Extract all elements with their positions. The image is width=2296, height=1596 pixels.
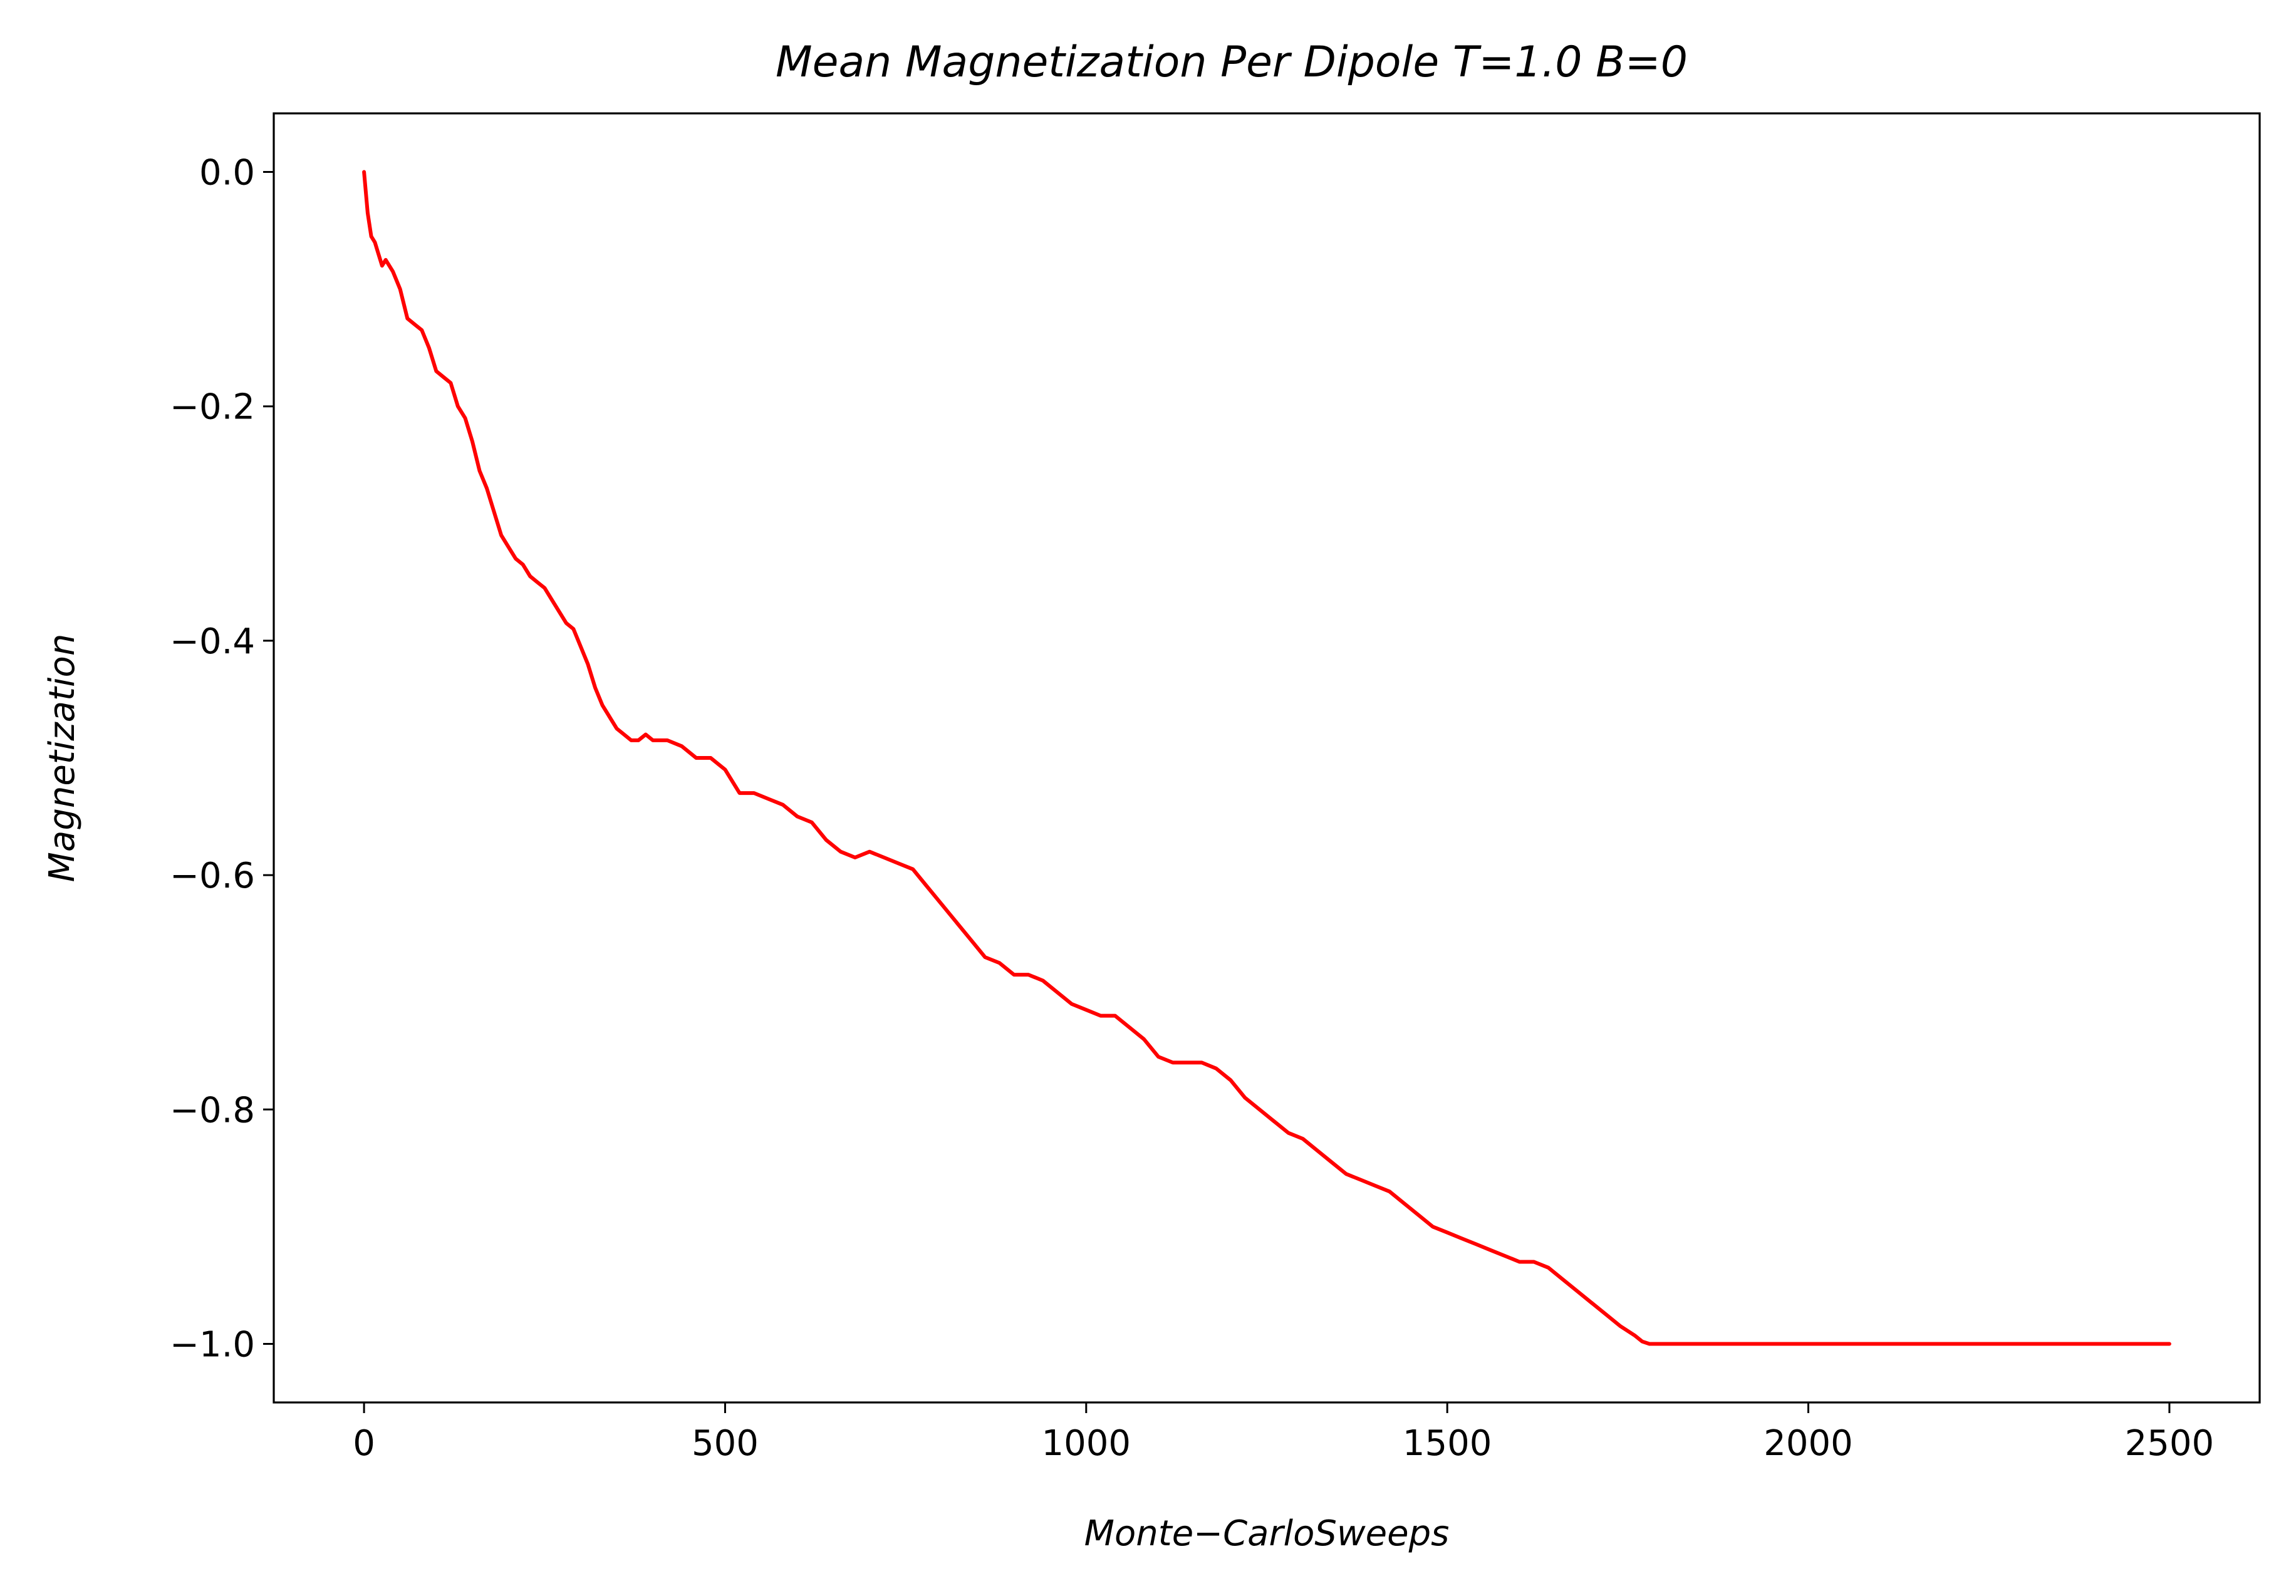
x-tick-label: 1500	[1403, 1423, 1492, 1464]
x-axis: 0 500 1000 1500 2000 2500	[353, 1402, 2214, 1464]
series-layer	[362, 170, 2171, 1346]
y-axis: 0.0 −0.2 −0.4 −0.6 −0.8 −1.0	[170, 153, 274, 1365]
x-tick-label: 2000	[1764, 1423, 1853, 1464]
y-axis-label: Magnetization	[42, 634, 83, 883]
plot-background	[274, 113, 2260, 1402]
y-tick-label: −0.4	[170, 621, 255, 662]
plot-frame	[273, 112, 2261, 1404]
x-tick-label: 0	[353, 1423, 375, 1464]
y-tick-label: 0.0	[199, 153, 255, 194]
y-tick-label: −0.6	[170, 856, 255, 896]
plot-area	[273, 112, 2261, 1404]
x-axis-label: Monte−CarloSweeps	[1084, 1513, 1450, 1554]
series-line-0	[362, 170, 2171, 1346]
x-tick-label: 2500	[2125, 1423, 2215, 1464]
chart-title: Mean Magnetization Per Dipole T=1.0 B=0	[776, 38, 1688, 87]
y-tick-label: −0.2	[170, 387, 255, 428]
x-tick-label: 500	[692, 1423, 759, 1464]
y-tick-label: −0.8	[170, 1090, 255, 1131]
y-tick-label: −1.0	[170, 1324, 255, 1365]
x-tick-label: 1000	[1042, 1423, 1131, 1464]
